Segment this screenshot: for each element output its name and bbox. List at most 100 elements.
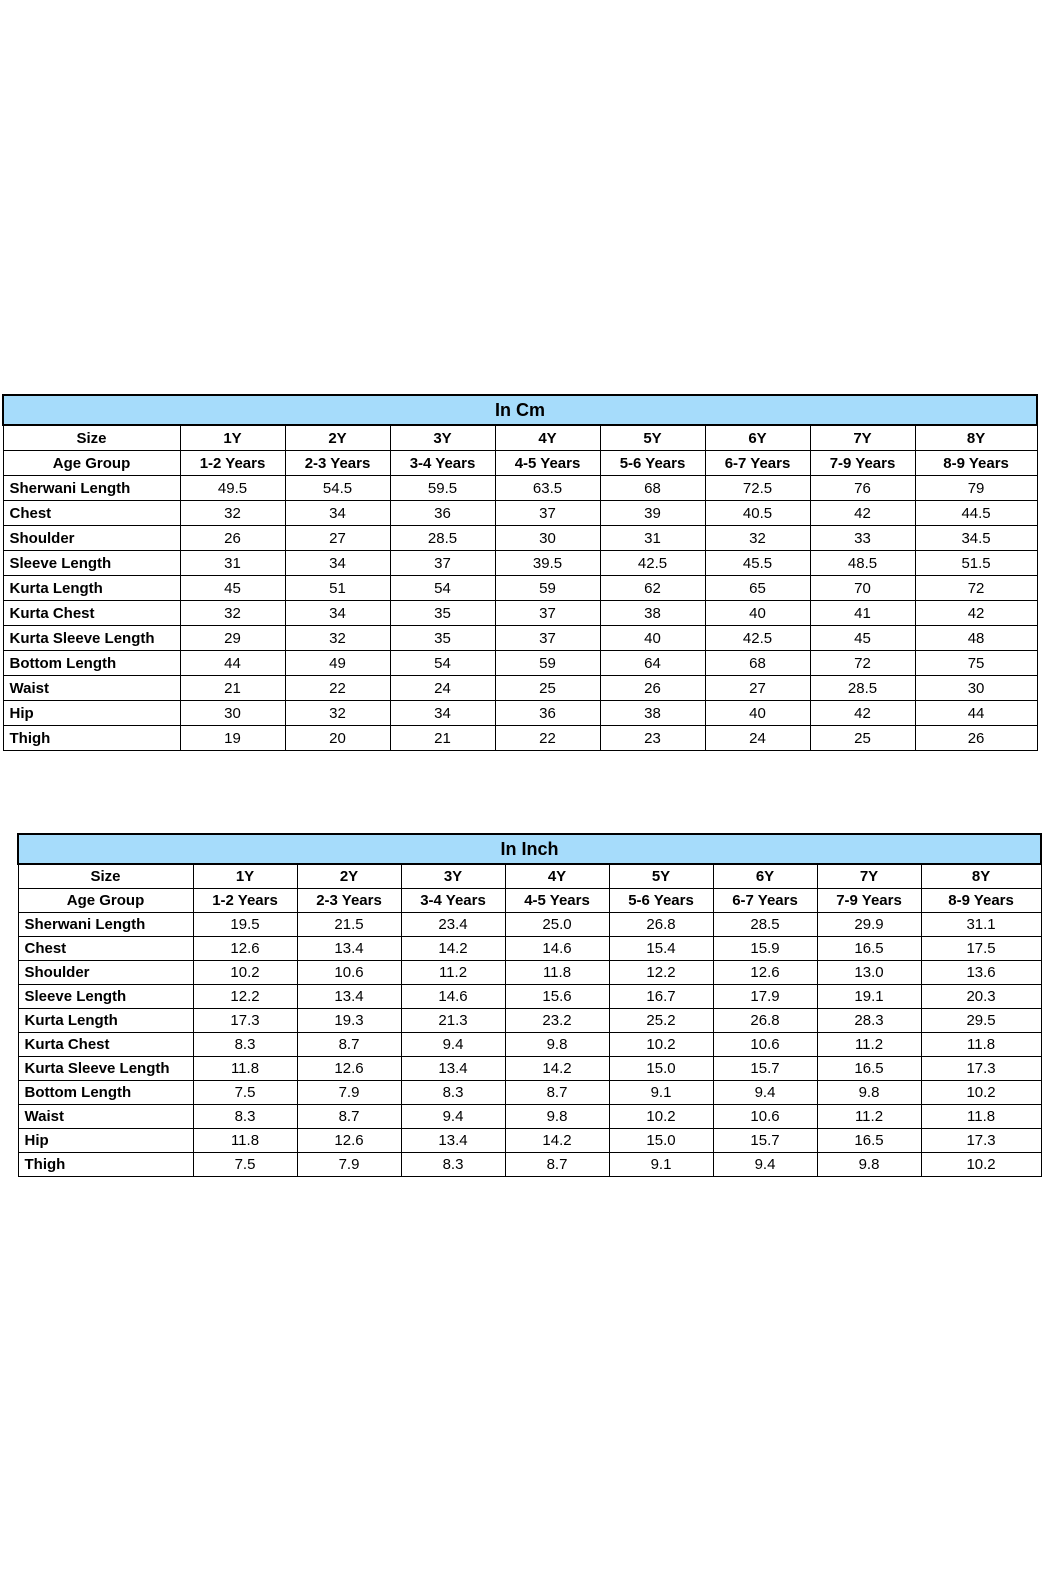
value-cell: 45.5: [704, 550, 811, 576]
value-cell: 8.3: [192, 1104, 298, 1129]
header-cell: 3-4 Years: [389, 450, 496, 476]
value-cell: 9.8: [816, 1152, 922, 1177]
value-cell: 10.6: [712, 1032, 818, 1057]
header-cell: 7Y: [809, 424, 916, 451]
table-title: In Inch: [16, 833, 1043, 865]
header-cell: 4Y: [504, 863, 610, 889]
row-label: Waist: [17, 1104, 194, 1129]
value-cell: 41: [809, 600, 916, 626]
value-cell: 38: [599, 700, 706, 726]
value-cell: 54: [389, 650, 496, 676]
value-cell: 79: [914, 475, 1038, 501]
row-label: Sleeve Length: [2, 550, 181, 576]
value-cell: 34.5: [914, 525, 1038, 551]
value-cell: 15.6: [504, 984, 610, 1009]
value-cell: 20: [284, 725, 391, 751]
value-cell: 70: [809, 575, 916, 601]
header-cell: 3Y: [400, 863, 506, 889]
header-cell: 7-9 Years: [809, 450, 916, 476]
header-cell: 5Y: [608, 863, 714, 889]
value-cell: 15.7: [712, 1056, 818, 1081]
header-cell: Age Group: [2, 450, 181, 476]
row-label: Waist: [2, 675, 181, 701]
header-cell: 3-4 Years: [400, 888, 506, 913]
value-cell: 49.5: [179, 475, 286, 501]
table-title: In Cm: [1, 394, 1039, 426]
value-cell: 13.6: [920, 960, 1042, 985]
value-cell: 9.4: [712, 1152, 818, 1177]
value-cell: 25: [494, 675, 601, 701]
data-row: Thigh 7.5 7.9 8.3 8.7 9.1 9.4 9.8 10.2: [17, 1152, 1042, 1177]
value-cell: 40: [599, 625, 706, 651]
value-cell: 12.2: [192, 984, 298, 1009]
row-label: Hip: [17, 1128, 194, 1153]
value-cell: 25.2: [608, 1008, 714, 1033]
value-cell: 14.2: [504, 1128, 610, 1153]
value-cell: 8.7: [296, 1104, 402, 1129]
value-cell: 28.5: [712, 912, 818, 937]
value-cell: 48: [914, 625, 1038, 651]
value-cell: 34: [389, 700, 496, 726]
value-cell: 8.7: [504, 1080, 610, 1105]
value-cell: 34: [284, 600, 391, 626]
header-cell: 2Y: [284, 424, 391, 451]
data-row: Kurta Sleeve Length 11.8 12.6 13.4 14.2 15.0 1…: [17, 1056, 1042, 1081]
value-cell: 12.6: [192, 936, 298, 961]
value-cell: 9.1: [608, 1152, 714, 1177]
data-row: Kurta Chest 32 34 35 37 38 40 41 42: [2, 600, 1038, 626]
value-cell: 23.4: [400, 912, 506, 937]
value-cell: 21: [179, 675, 286, 701]
header-cell: 2-3 Years: [296, 888, 402, 913]
value-cell: 62: [599, 575, 706, 601]
value-cell: 45: [179, 575, 286, 601]
value-cell: 19.1: [816, 984, 922, 1009]
data-row: Kurta Sleeve Length 29 32 35 37 40 42.5 45 48: [2, 625, 1038, 651]
row-label: Kurta Length: [17, 1008, 194, 1033]
value-cell: 33: [809, 525, 916, 551]
value-cell: 59: [494, 650, 601, 676]
data-row: Kurta Length 17.3 19.3 21.3 23.2 25.2 26.8 28.3…: [17, 1008, 1042, 1033]
header-row: Age Group 1-2 Years 2-3 Years 3-4 Years 4-5 …: [2, 450, 1038, 476]
header-cell: 1-2 Years: [192, 888, 298, 913]
value-cell: 14.2: [400, 936, 506, 961]
value-cell: 26: [179, 525, 286, 551]
value-cell: 59.5: [389, 475, 496, 501]
row-label: Bottom Length: [17, 1080, 194, 1105]
row-label: Hip: [2, 700, 181, 726]
header-cell: 6-7 Years: [712, 888, 818, 913]
row-label: Kurta Sleeve Length: [2, 625, 181, 651]
value-cell: 15.7: [712, 1128, 818, 1153]
row-label: Thigh: [2, 725, 181, 751]
value-cell: 9.8: [504, 1032, 610, 1057]
value-cell: 32: [284, 700, 391, 726]
value-cell: 32: [179, 500, 286, 526]
value-cell: 26: [599, 675, 706, 701]
row-label: Kurta Length: [2, 575, 181, 601]
value-cell: 8.3: [400, 1152, 506, 1177]
data-row: Sherwani Length 19.5 21.5 23.4 25.0 26.8 28.5 2…: [17, 912, 1042, 937]
value-cell: 17.9: [712, 984, 818, 1009]
value-cell: 51.5: [914, 550, 1038, 576]
value-cell: 37: [494, 625, 601, 651]
value-cell: 20.3: [920, 984, 1042, 1009]
value-cell: 11.8: [920, 1032, 1042, 1057]
value-cell: 29.5: [920, 1008, 1042, 1033]
row-label: Shoulder: [2, 525, 181, 551]
value-cell: 23: [599, 725, 706, 751]
header-cell: Size: [2, 424, 181, 451]
value-cell: 26.8: [608, 912, 714, 937]
header-cell: 4-5 Years: [494, 450, 601, 476]
size-table-inch: In Inch Size 1Y 2Y 3Y 4Y 5Y 6Y 7Y 8Y Age Group 1-2 …: [16, 833, 1043, 1177]
row-label: Sherwani Length: [17, 912, 194, 937]
value-cell: 15.9: [712, 936, 818, 961]
header-cell: 2Y: [296, 863, 402, 889]
value-cell: 35: [389, 600, 496, 626]
data-row: Thigh 19 20 21 22 23 24 25 26: [2, 725, 1038, 751]
value-cell: 30: [179, 700, 286, 726]
data-row: Kurta Chest 8.3 8.7 9.4 9.8 10.2 10.6 11.2 11.8: [17, 1032, 1042, 1057]
data-row: Shoulder 10.2 10.6 11.2 11.8 12.2 12.6 13.0 13.6: [17, 960, 1042, 985]
value-cell: 35: [389, 625, 496, 651]
value-cell: 25: [809, 725, 916, 751]
value-cell: 13.0: [816, 960, 922, 985]
value-cell: 26.8: [712, 1008, 818, 1033]
